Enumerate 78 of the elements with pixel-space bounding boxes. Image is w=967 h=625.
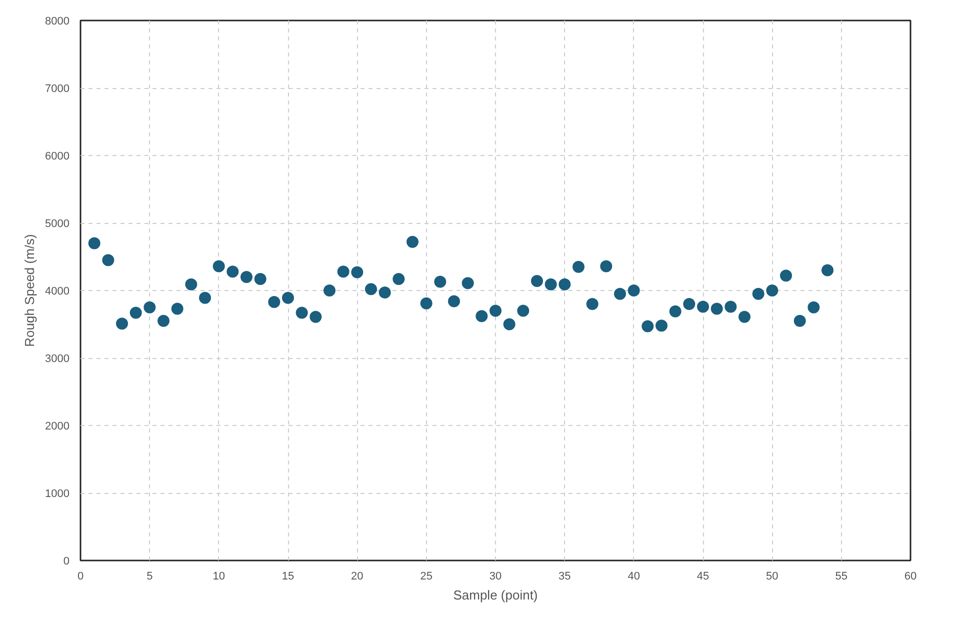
y-tick-label: 4000 (45, 286, 70, 298)
point (600, 260, 612, 272)
point (572, 260, 584, 273)
point (490, 304, 502, 317)
point (199, 292, 211, 304)
point (116, 318, 128, 330)
point (503, 318, 516, 330)
x-tick-label: 25 (420, 570, 432, 582)
x-tick-label: 5 (146, 570, 153, 582)
point (378, 286, 391, 299)
point (310, 310, 322, 323)
point (254, 273, 266, 286)
point (752, 288, 764, 300)
point (420, 297, 432, 310)
point (517, 304, 530, 317)
point (724, 300, 737, 313)
point (185, 278, 198, 290)
x-axis-title: Sample (point) (453, 588, 538, 602)
y-tick-label: 0 (63, 556, 70, 568)
y-tick-label: 2000 (45, 420, 70, 432)
point (337, 266, 350, 278)
point (406, 236, 418, 248)
x-tick-label: 10 (212, 570, 225, 582)
point (710, 302, 723, 315)
point (586, 298, 598, 310)
point (628, 284, 640, 296)
point (656, 320, 668, 332)
point (158, 314, 170, 327)
point (738, 310, 750, 323)
y-axis-title: Rough Speed (m/s) (22, 234, 38, 347)
point (558, 278, 571, 290)
x-tick-label: 40 (628, 570, 640, 582)
x-tick-label: 50 (766, 570, 778, 582)
point (531, 275, 543, 288)
point (324, 284, 336, 296)
point (683, 298, 696, 310)
point (88, 237, 100, 250)
y-tick-label: 6000 (45, 150, 70, 162)
point (462, 277, 474, 290)
point (544, 278, 557, 290)
point (669, 305, 682, 318)
point (642, 320, 654, 332)
point (144, 301, 156, 314)
x-tick-label: 55 (835, 570, 848, 582)
point (296, 306, 308, 319)
point (808, 301, 820, 314)
point (434, 276, 446, 288)
point (448, 295, 460, 308)
point (130, 306, 142, 319)
x-tick-label: 20 (351, 570, 364, 582)
point (822, 264, 834, 276)
point (365, 283, 377, 296)
point (766, 284, 778, 296)
point (282, 292, 294, 304)
x-tick-label: 35 (558, 570, 571, 582)
point (102, 254, 114, 266)
point (794, 314, 806, 327)
y-tick-label: 5000 (45, 218, 70, 230)
x-tick-label: 45 (696, 570, 710, 582)
y-tick-label: 3000 (45, 353, 70, 365)
x-tick-label: 15 (282, 570, 294, 582)
point (392, 273, 405, 286)
x-tick-label: 60 (904, 570, 917, 582)
y-tick-label: 8000 (45, 16, 70, 28)
y-tick-label: 7000 (45, 83, 70, 95)
point (212, 260, 225, 272)
point (780, 270, 792, 282)
y-tick-label: 1000 (45, 488, 70, 500)
point (268, 296, 280, 308)
point (614, 288, 626, 300)
x-tick-label: 30 (489, 570, 502, 582)
point (476, 310, 488, 322)
x-tick-label: 0 (77, 570, 84, 582)
point (351, 266, 364, 278)
point (171, 302, 184, 315)
point (697, 300, 709, 313)
point (240, 271, 252, 283)
point (226, 266, 239, 278)
